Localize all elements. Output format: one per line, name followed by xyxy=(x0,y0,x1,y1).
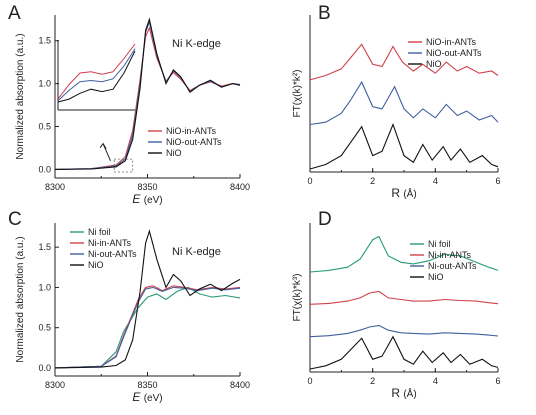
panel-d: D0 2 4 6R (Å)FT(χ(k)*k³)Ni foilNi-in-ANTsNi… xyxy=(292,209,501,400)
panel-letter: C xyxy=(8,209,22,230)
legend-label: NiO-in-ANTs xyxy=(426,37,477,47)
panel-a: A 8300 8350 8400 0.0 0.5 1.0 1.5 E (eV) Normalize… xyxy=(8,3,250,206)
y-axis-label: FT(χ(k)*k²) xyxy=(292,69,303,117)
series-line xyxy=(54,17,241,170)
panel-letter: B xyxy=(318,3,331,24)
inset-series-line xyxy=(57,50,136,103)
x-tick-label: 8350 xyxy=(137,182,157,192)
x-tick-label: 0 xyxy=(307,376,312,386)
x-axis-label: E (eV) xyxy=(132,390,162,404)
legend-label: NiO-out-ANTs xyxy=(426,48,482,58)
inset-series-line xyxy=(57,48,136,102)
legend-label: Ni foil xyxy=(428,239,451,249)
x-tick-label: 2 xyxy=(370,376,375,386)
legend-label: NiO xyxy=(166,148,182,158)
x-tick-label: 4 xyxy=(433,176,438,186)
panel-letter: D xyxy=(318,209,332,230)
legend-label: NiO xyxy=(426,59,442,69)
series-line xyxy=(309,80,499,126)
y-tick-label: 1.5 xyxy=(38,242,51,252)
zoom-arrow-head xyxy=(99,142,107,149)
zoom-box xyxy=(113,158,134,173)
x-axis-label: R (Å) xyxy=(391,386,416,400)
x-axis-label: E (eV) xyxy=(132,192,162,206)
y-tick-label: 0.5 xyxy=(38,323,51,333)
legend-label: Ni-in-ANTs xyxy=(428,250,472,260)
legend-label: Ni foil xyxy=(88,227,111,237)
x-tick-label: 4 xyxy=(433,376,438,386)
y-tick-label: 0.5 xyxy=(38,122,51,132)
legend-label: NiO-out-ANTs xyxy=(166,137,222,147)
y-axis-label: Normalized absorption (a.u.) xyxy=(15,236,26,362)
legend-label: Ni-in-ANTs xyxy=(88,238,132,248)
edge-annotation: Ni K-edge xyxy=(172,246,221,258)
series-line xyxy=(54,286,241,369)
x-tick-label: 8300 xyxy=(45,380,65,390)
inset-series-line xyxy=(57,43,136,100)
series-line xyxy=(54,286,241,369)
legend-label: Ni-out-ANTs xyxy=(88,249,137,259)
series-line xyxy=(309,43,499,81)
x-tick-label: 2 xyxy=(370,176,375,186)
series-line xyxy=(309,122,499,170)
legend-label: Ni-out-ANTs xyxy=(428,261,477,271)
y-axis-label: FT(χ(k)*k³) xyxy=(292,273,303,321)
panel-b: B 0 2 4 6 R (Å) FT(χ(k)*k²) NiO-in-ANTsNiO-out-… xyxy=(292,3,501,200)
y-tick-label: 1.0 xyxy=(38,79,51,89)
series-line xyxy=(54,229,241,369)
edge-annotation: Ni K-edge xyxy=(172,38,221,50)
x-tick-label: 8350 xyxy=(137,380,157,390)
x-tick-label: 0 xyxy=(307,176,312,186)
legend-label: NiO-in-ANTs xyxy=(166,126,217,136)
series-line xyxy=(54,285,241,369)
x-tick-label: 8300 xyxy=(45,182,65,192)
legend-label: NiO xyxy=(88,260,104,270)
x-tick-label: 6 xyxy=(495,176,500,186)
panel-c: C 8300 8350 8400 0.0 0.5 1.0 1.5 E (eV) Normalize… xyxy=(8,209,250,404)
x-tick-label: 8400 xyxy=(230,380,250,390)
y-tick-label: 0.0 xyxy=(38,363,51,373)
y-tick-label: 1.0 xyxy=(38,282,51,292)
series-line xyxy=(309,324,499,338)
y-axis-label: Normalized absorption (a.u.) xyxy=(15,33,26,159)
series-line xyxy=(309,335,499,370)
y-tick-label: 1.5 xyxy=(38,36,51,46)
x-tick-label: 6 xyxy=(495,376,500,386)
panel-letter: A xyxy=(8,3,21,24)
legend-label: NiO xyxy=(428,272,444,282)
y-tick-label: 0.0 xyxy=(38,164,51,174)
x-tick-label: 8400 xyxy=(230,182,250,192)
x-axis-label: R (Å) xyxy=(391,186,416,200)
series-line xyxy=(309,235,499,273)
series-line xyxy=(309,290,499,305)
